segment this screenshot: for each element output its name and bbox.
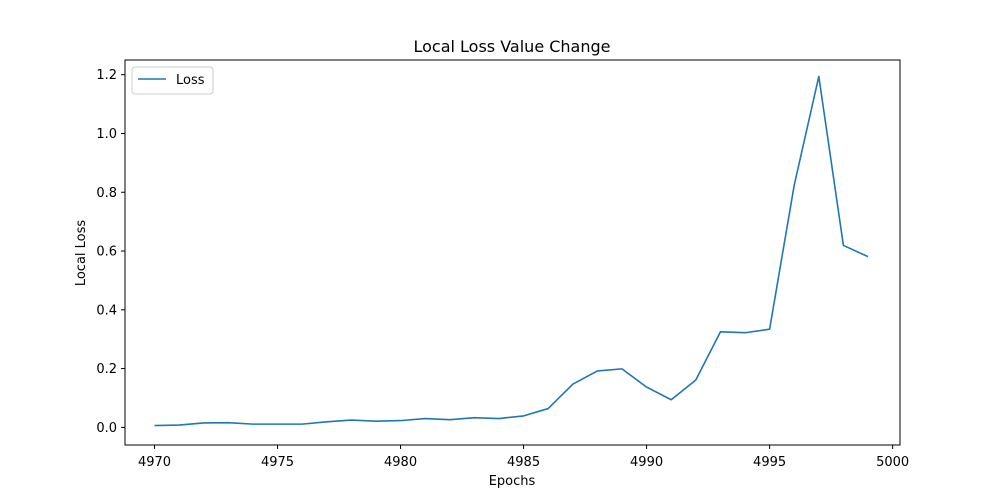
y-tick-label: 0.0 — [96, 421, 117, 436]
x-tick-label: 4970 — [138, 455, 171, 470]
x-tick-label: 5000 — [876, 455, 909, 470]
y-tick-label: 0.4 — [96, 303, 117, 318]
y-tick-label: 0.2 — [96, 362, 117, 377]
y-axis-title: Local Loss — [74, 220, 89, 287]
chart-title: Local Loss Value Change — [413, 37, 610, 56]
y-tick-label: 0.6 — [96, 245, 117, 260]
x-tick-label: 4985 — [507, 455, 540, 470]
series-line-loss — [154, 75, 869, 427]
legend: Loss — [131, 66, 214, 95]
x-axis-title: Epochs — [489, 474, 536, 489]
x-tick-label: 4975 — [261, 455, 294, 470]
plot-frame — [124, 59, 901, 446]
y-tick-label: 1.0 — [96, 127, 117, 142]
x-tick-label: 4995 — [753, 455, 786, 470]
x-tick-label: 4980 — [384, 455, 417, 470]
legend-label-loss: Loss — [176, 73, 205, 88]
tick-layer: 4970 4975 4980 4985 4990 4995 5000 0.0 0.2 0.4 0.6… — [96, 68, 909, 470]
series-layer — [154, 75, 869, 427]
y-tick-label: 0.8 — [96, 186, 117, 201]
y-tick-label: 1.2 — [96, 68, 117, 83]
x-tick-label: 4990 — [630, 455, 663, 470]
legend-box — [131, 66, 214, 95]
